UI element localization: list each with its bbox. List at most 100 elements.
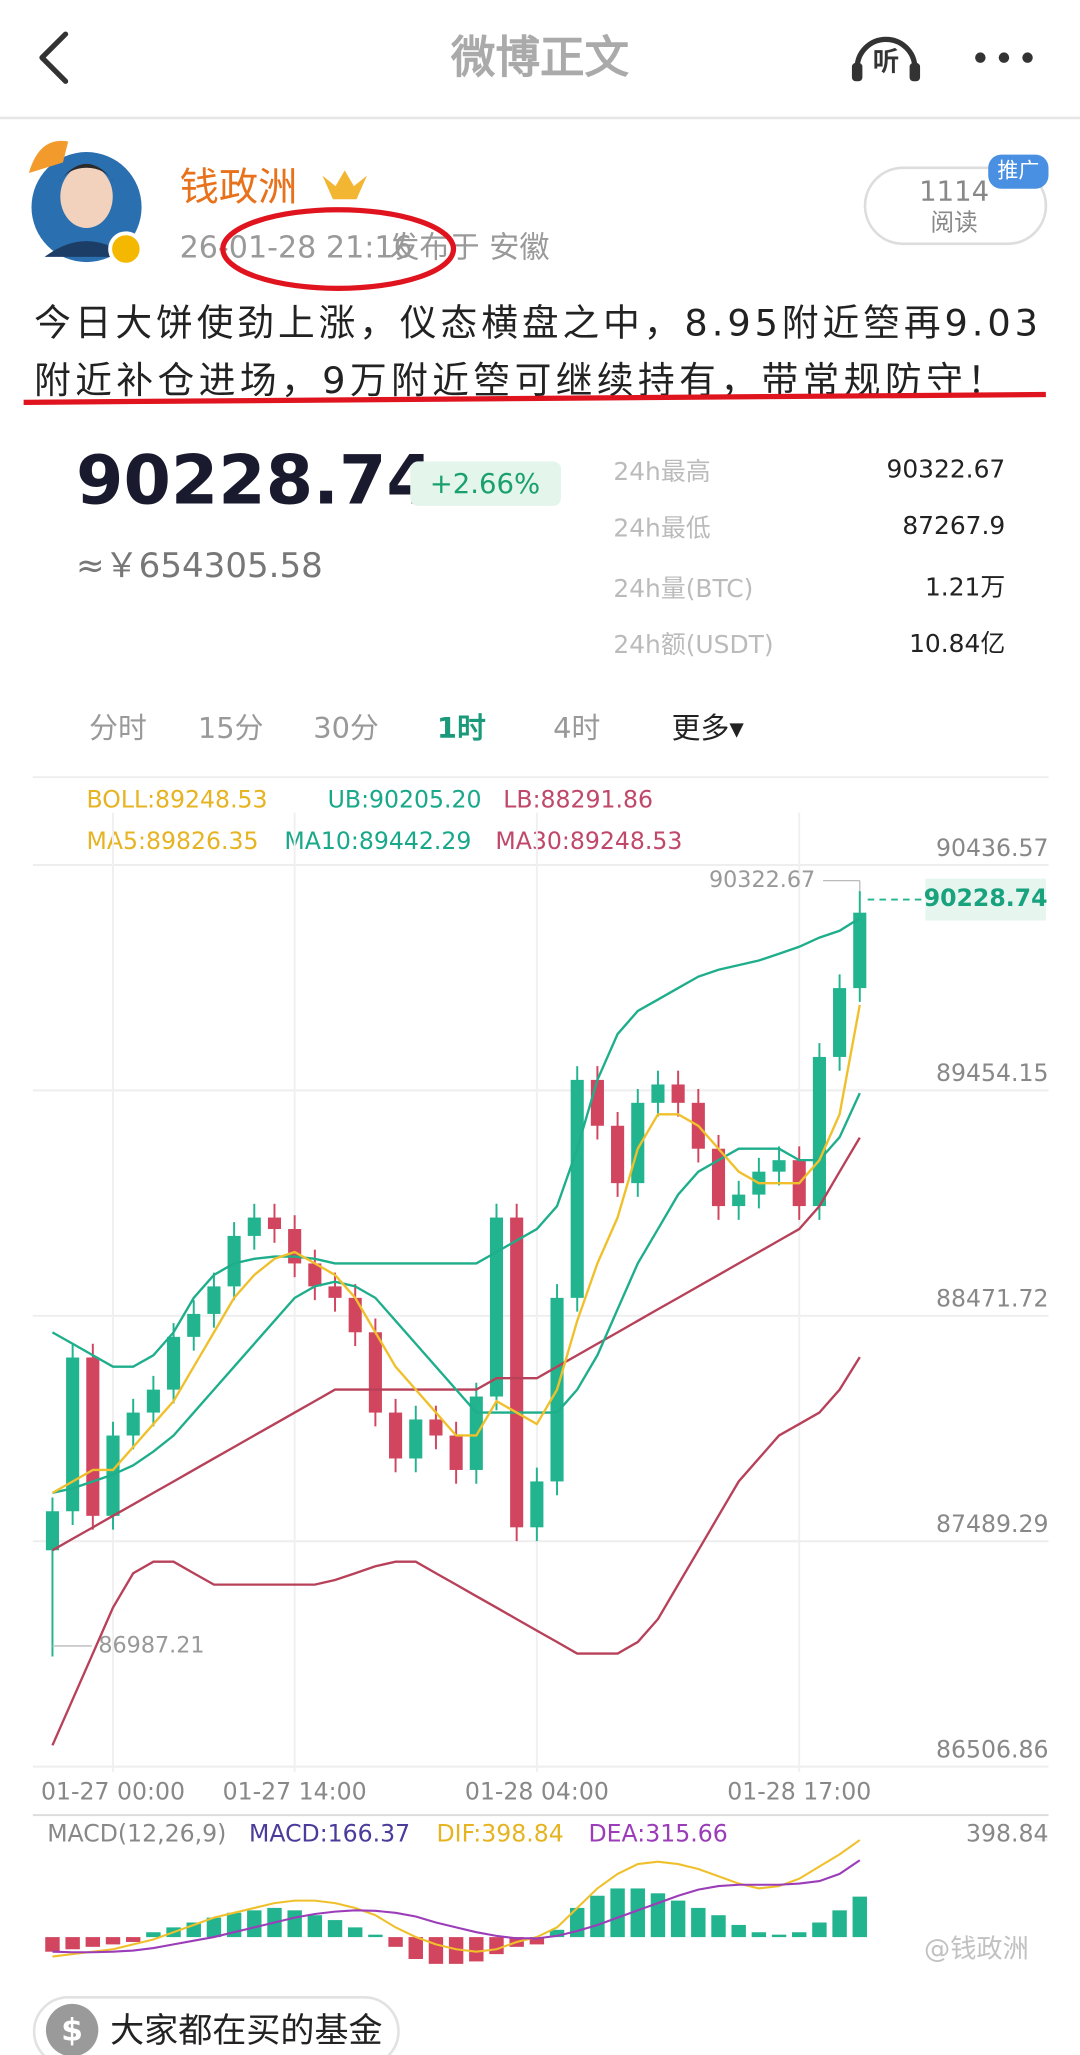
macd-tick-label: 398.84 <box>966 1819 1049 1847</box>
candle-body <box>126 1412 140 1436</box>
macd-bar <box>347 1927 363 1938</box>
candle-body <box>328 1286 342 1298</box>
candle-body <box>167 1336 181 1390</box>
interval-tab[interactable]: 15分 <box>198 711 264 745</box>
macd-legend: MACD:166.37 <box>249 1819 410 1847</box>
interval-tab[interactable]: 30分 <box>313 711 379 745</box>
y-tick-label: 90436.57 <box>936 834 1049 862</box>
high-label: 90322.67 <box>709 867 815 893</box>
macd-bar <box>368 1934 383 1938</box>
x-tick-label: 01-27 00:00 <box>41 1777 185 1805</box>
macd-legend: DEA:315.66 <box>588 1819 727 1847</box>
candle-body <box>146 1389 160 1413</box>
macd-bar <box>812 1922 827 1938</box>
candle-body <box>247 1217 261 1236</box>
macd-legend: MACD(12,26,9) <box>47 1819 226 1847</box>
read-label: 阅读 <box>931 209 978 237</box>
indicator-legend: LB:88291.86 <box>503 785 653 813</box>
macd-bar <box>469 1937 484 1962</box>
candle-body <box>66 1357 80 1512</box>
kline-chart: BOLL:89248.53 UB:90205.20 LB:88291.86 MA5:8… <box>32 785 1049 1964</box>
more-intervals[interactable]: 更多▾ <box>672 711 745 745</box>
candle-body <box>449 1435 463 1470</box>
macd-bar <box>45 1937 60 1952</box>
interval-tab-active[interactable]: 1时 <box>437 711 486 745</box>
listen-button[interactable]: 听 <box>851 36 921 82</box>
post-location: 发布于 安徽 <box>389 231 549 266</box>
macd-bar <box>85 1937 101 1947</box>
interval-tab[interactable]: 分时 <box>89 711 147 745</box>
stat-value: 1.21万 <box>925 572 1005 601</box>
change-badge <box>410 461 561 506</box>
candle-body <box>389 1412 403 1459</box>
macd-bar <box>711 1915 726 1938</box>
candle-body <box>267 1217 282 1230</box>
back-button[interactable] <box>39 31 69 84</box>
promo-tag: 推广 <box>997 159 1039 183</box>
macd-bar <box>771 1934 787 1938</box>
macd-bar <box>792 1932 807 1938</box>
last-price-label: 90228.74 <box>924 884 1048 912</box>
stat-value: 90322.67 <box>886 455 1005 484</box>
y-tick-label: 89454.15 <box>936 1059 1049 1087</box>
indicator-legend: MA10:89442.29 <box>284 827 471 855</box>
stat-label: 24h最高 <box>613 457 710 486</box>
macd-bar <box>287 1910 302 1938</box>
macd-bar <box>590 1895 605 1938</box>
last-price-box <box>925 878 1046 921</box>
macd-bar <box>630 1888 645 1938</box>
candle-body <box>187 1313 201 1337</box>
red-underline-annotation <box>23 391 1046 405</box>
macd-bar <box>731 1924 746 1938</box>
macd-bar <box>388 1937 403 1947</box>
indicator-legend: MA5:89826.35 <box>87 827 259 855</box>
cny-price: ≈￥654305.58 <box>76 546 323 586</box>
candle-body <box>429 1419 443 1436</box>
x-tick-label: 01-28 17:00 <box>727 1777 871 1805</box>
macd-bar <box>307 1915 323 1938</box>
macd-bar <box>489 1937 504 1955</box>
post-text-line: 今日大饼使劲上涨，仪态横盘之中，8.95附近箜再9.03 <box>34 302 1038 345</box>
macd-bar <box>105 1937 121 1945</box>
x-tick-label: 01-28 04:00 <box>465 1777 609 1805</box>
indicator-line <box>51 1004 861 1494</box>
macd-bar <box>65 1937 80 1950</box>
macd-bar <box>832 1910 847 1938</box>
candle-body <box>368 1332 382 1413</box>
stat-value: 87267.9 <box>902 511 1005 540</box>
candle-body <box>570 1079 584 1298</box>
macd-bar <box>650 1893 666 1938</box>
macd-bar <box>327 1920 343 1938</box>
indicator-line <box>51 1356 861 1746</box>
candle-body <box>530 1481 544 1528</box>
macd-bar <box>247 1910 262 1938</box>
interval-tab[interactable]: 4时 <box>553 711 600 745</box>
watermark: @钱政洲 <box>924 1935 1029 1965</box>
more-button[interactable] <box>975 52 1033 63</box>
macd-bar <box>448 1937 464 1964</box>
macd-legend: DIF:398.84 <box>436 1819 563 1847</box>
macd-bar <box>529 1937 545 1945</box>
stat-value: 10.84亿 <box>909 629 1005 658</box>
candle-body <box>227 1235 241 1287</box>
post-time: 26-01-28 21:16 <box>180 231 413 266</box>
red-circle-annotation <box>220 207 457 291</box>
indicator-legend: MA30:89248.53 <box>495 827 682 855</box>
candle-body <box>651 1084 665 1103</box>
author-name[interactable]: 钱政洲 <box>180 166 298 211</box>
y-tick-label: 88471.72 <box>936 1285 1049 1313</box>
indicator-legend: UB:90205.20 <box>328 785 482 813</box>
macd-line <box>52 1839 861 1958</box>
macd-bar <box>206 1917 222 1938</box>
x-tick-label: 01-27 14:00 <box>223 1777 367 1805</box>
avatar[interactable] <box>28 140 144 267</box>
read-count: 1114 <box>919 176 989 208</box>
candle-body <box>207 1286 221 1314</box>
candle-body <box>45 1511 60 1551</box>
macd-bar <box>549 1929 565 1938</box>
macd-bar <box>125 1937 141 1942</box>
fund-button[interactable]: $ 大家都在买的基金 <box>32 1996 400 2055</box>
